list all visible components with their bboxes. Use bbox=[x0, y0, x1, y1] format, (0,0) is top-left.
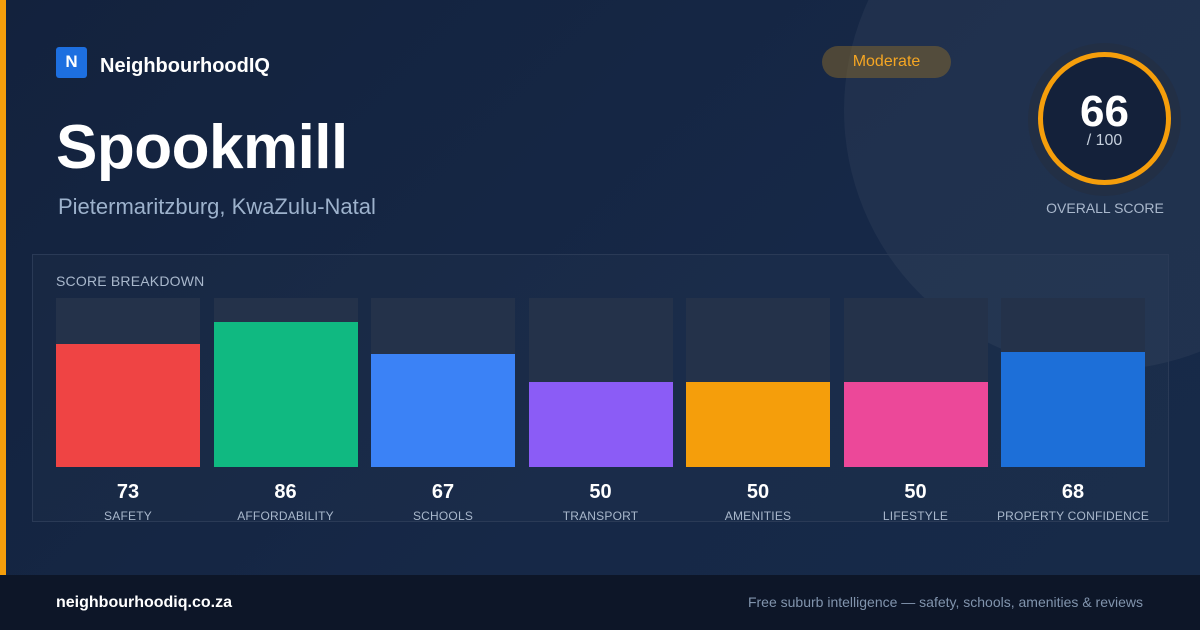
overall-score-label: OVERALL SCORE bbox=[1046, 200, 1164, 216]
bar-fill bbox=[1001, 352, 1145, 467]
bar-fill bbox=[843, 382, 988, 467]
brand-logo-icon: N bbox=[56, 46, 87, 78]
score-bar-amenities: 50 AMENITIES bbox=[686, 298, 830, 523]
suburb-location: Pietermaritzburg, KwaZulu-Natal bbox=[58, 194, 376, 219]
bar-track bbox=[213, 298, 358, 467]
accent-bar bbox=[0, 0, 6, 575]
brand[interactable]: N NeighbourhoodIQ bbox=[56, 46, 270, 78]
bar-label: LIFESTYLE bbox=[882, 509, 949, 523]
bar-label: AMENITIES bbox=[724, 509, 792, 523]
score-breakdown-panel: SCORE BREAKDOWN 73 SAFETY 86 AFFORDABILITY 6… bbox=[32, 254, 1169, 523]
overall-score-value: 66 bbox=[1080, 87, 1129, 136]
bar-label: AFFORDABILITY bbox=[237, 509, 334, 523]
rating-badge: Moderate bbox=[822, 46, 951, 78]
bar-value: 50 bbox=[904, 481, 927, 503]
bar-track bbox=[686, 298, 830, 467]
bar-label: SCHOOLS bbox=[412, 509, 474, 523]
score-bar-property-confidence: 68 PROPERTY CONFIDENCE bbox=[997, 298, 1149, 523]
bar-fill bbox=[213, 322, 358, 467]
brand-name: NeighbourhoodIQ bbox=[100, 55, 270, 77]
bar-track bbox=[371, 298, 515, 467]
suburb-title: Spookmill bbox=[56, 113, 348, 182]
bar-value: 68 bbox=[1061, 481, 1085, 503]
bar-value: 50 bbox=[589, 481, 612, 503]
score-ring bbox=[1038, 52, 1171, 185]
footer-tagline: Free suburb intelligence — safety, schoo… bbox=[747, 594, 1143, 610]
bar-label: PROPERTY CONFIDENCE bbox=[996, 509, 1150, 523]
bar-label: SAFETY bbox=[104, 509, 152, 523]
breakdown-title: SCORE BREAKDOWN bbox=[56, 273, 205, 289]
overall-score-dial: 66 bbox=[1028, 43, 1181, 196]
bar-label: TRANSPORT bbox=[562, 509, 639, 523]
bar-track bbox=[528, 298, 673, 467]
main-area: N NeighbourhoodIQ Spookmill Pietermaritz… bbox=[0, 0, 1200, 575]
bar-track bbox=[843, 298, 988, 467]
score-bar-safety: 73 SAFETY bbox=[56, 298, 200, 523]
bar-fill bbox=[528, 382, 673, 467]
footer: neighbourhoodiq.co.za Free suburb intell… bbox=[0, 575, 1200, 630]
bar-value: 50 bbox=[746, 481, 770, 503]
bar-track bbox=[56, 298, 200, 467]
score-bar-affordability: 86 AFFORDABILITY bbox=[213, 298, 358, 523]
score-bar-transport: 50 TRANSPORT bbox=[528, 298, 673, 523]
bar-track bbox=[1001, 298, 1145, 467]
bar-value: 73 bbox=[116, 481, 140, 503]
bar-fill bbox=[371, 354, 515, 467]
bar-value: 67 bbox=[431, 481, 455, 503]
bar-fill bbox=[56, 344, 200, 467]
bar-value: 86 bbox=[274, 481, 297, 503]
overall-score-max: / 100 bbox=[1086, 132, 1123, 149]
footer-domain-link[interactable]: neighbourhoodiq.co.za bbox=[56, 594, 232, 611]
score-bar-lifestyle: 50 LIFESTYLE bbox=[843, 298, 988, 523]
score-bar-schools: 67 SCHOOLS bbox=[371, 298, 515, 523]
bar-fill bbox=[686, 382, 830, 467]
